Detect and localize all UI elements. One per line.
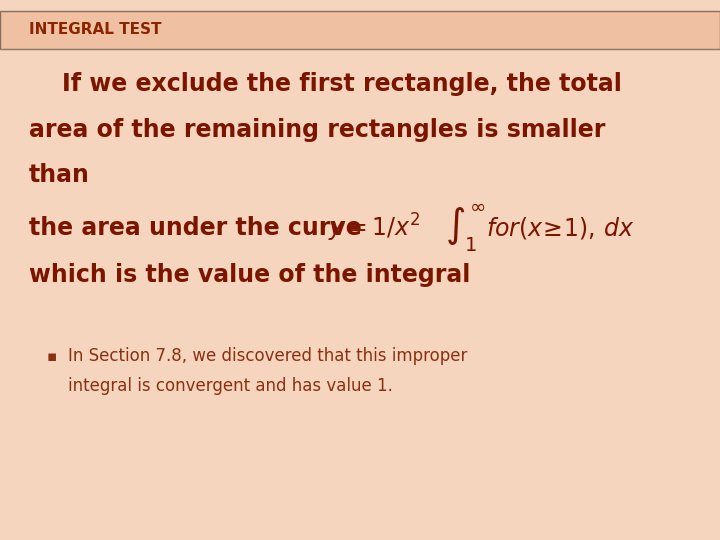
Text: area of the remaining rectangles is smaller: area of the remaining rectangles is smal… (29, 118, 606, 141)
Text: $y = 1/x^2$: $y = 1/x^2$ (328, 212, 420, 244)
Text: $\int_1^{\infty}$: $\int_1^{\infty}$ (445, 202, 485, 254)
Text: integral is convergent and has value 1.: integral is convergent and has value 1. (68, 377, 393, 395)
FancyBboxPatch shape (0, 11, 720, 49)
Text: $\mathit{for}(x\!\geq\!1),\,dx$: $\mathit{for}(x\!\geq\!1),\,dx$ (486, 215, 634, 241)
Text: ▪: ▪ (47, 349, 57, 364)
Text: than: than (29, 164, 90, 187)
Text: the area under the curve: the area under the curve (29, 216, 370, 240)
Text: If we exclude the first rectangle, the total: If we exclude the first rectangle, the t… (29, 72, 621, 96)
Text: In Section 7.8, we discovered that this improper: In Section 7.8, we discovered that this … (68, 347, 468, 366)
Text: INTEGRAL TEST: INTEGRAL TEST (29, 22, 161, 37)
Text: which is the value of the integral: which is the value of the integral (29, 264, 470, 287)
